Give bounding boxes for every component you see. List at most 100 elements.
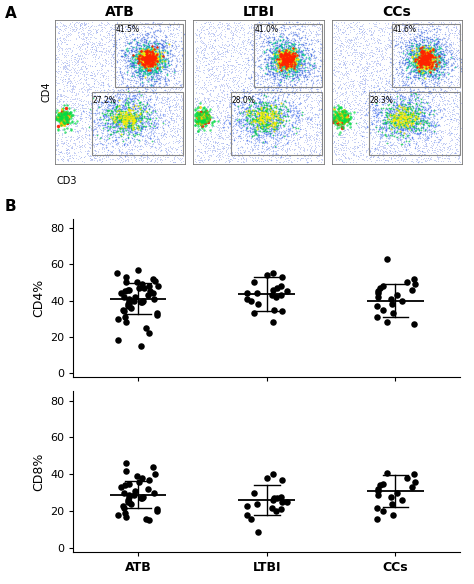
Point [297,99,304,108]
Point [68,141,76,150]
Point [260,89,267,98]
Point [221,93,229,102]
Point [253,99,260,108]
Point [139,60,147,69]
Point [123,109,131,118]
Point [262,98,269,107]
Point [113,120,120,129]
Point [286,57,294,66]
Point [146,54,154,63]
Point [159,53,166,62]
Point [411,67,419,77]
Point [246,103,254,113]
Point [258,144,265,153]
Point [338,107,346,116]
Point [422,50,429,59]
Point [443,114,451,123]
Point [238,106,246,115]
Point [397,122,404,131]
Point [267,124,275,133]
Point [248,111,256,120]
Point [202,54,210,63]
Point [125,83,132,92]
Point [59,114,66,123]
Point [152,128,160,138]
Point [193,123,201,133]
Point [125,96,132,105]
Point [399,70,406,79]
Point [152,61,159,70]
Point [197,98,204,107]
Point [403,18,410,27]
Point [378,131,385,141]
Point [213,31,220,40]
Point [412,57,420,67]
Point [291,131,299,140]
Point [136,35,143,44]
Point [103,31,111,40]
Point [269,110,277,119]
Point [331,127,339,136]
Point [226,46,233,55]
Point [249,90,257,99]
Point [168,40,176,50]
Point [58,75,66,85]
Point [283,287,291,296]
Point [208,69,215,79]
Point [164,127,171,137]
Point [253,144,261,154]
Point [283,59,291,68]
Point [300,70,308,79]
Point [346,34,353,43]
Point [153,134,161,144]
Point [138,123,146,133]
Point [177,132,185,141]
Point [390,120,397,130]
Point [375,60,383,69]
Point [101,100,109,110]
Point [124,123,131,132]
Point [283,56,290,65]
Point [147,51,155,61]
Point [356,51,364,61]
Point [266,131,274,141]
Point [137,107,144,116]
Point [180,89,187,99]
Point [419,49,427,58]
Point [62,112,69,121]
Point [134,101,142,110]
Point [375,26,383,35]
Point [261,124,269,134]
Point [149,126,156,135]
Point [287,83,295,92]
Point [431,75,439,85]
Point [144,55,152,65]
Point [201,50,208,60]
Point [118,84,126,93]
Point [424,48,432,57]
Point [272,141,280,150]
Point [137,67,145,76]
Point [370,113,378,123]
Point [306,144,314,154]
Point [139,296,147,305]
Point [351,50,358,59]
Point [279,50,286,59]
Point [387,130,395,140]
Point [136,117,144,126]
Point [146,57,153,66]
Point [136,72,144,81]
Point [150,68,157,78]
Point [425,46,433,55]
Point [239,43,246,53]
Point [129,80,137,89]
Point [275,67,283,76]
Point [290,145,298,154]
Point [256,22,264,31]
Point [132,113,139,123]
Point [163,56,170,65]
Point [168,126,176,135]
Point [341,60,348,69]
Point [418,57,425,67]
Point [232,61,240,71]
